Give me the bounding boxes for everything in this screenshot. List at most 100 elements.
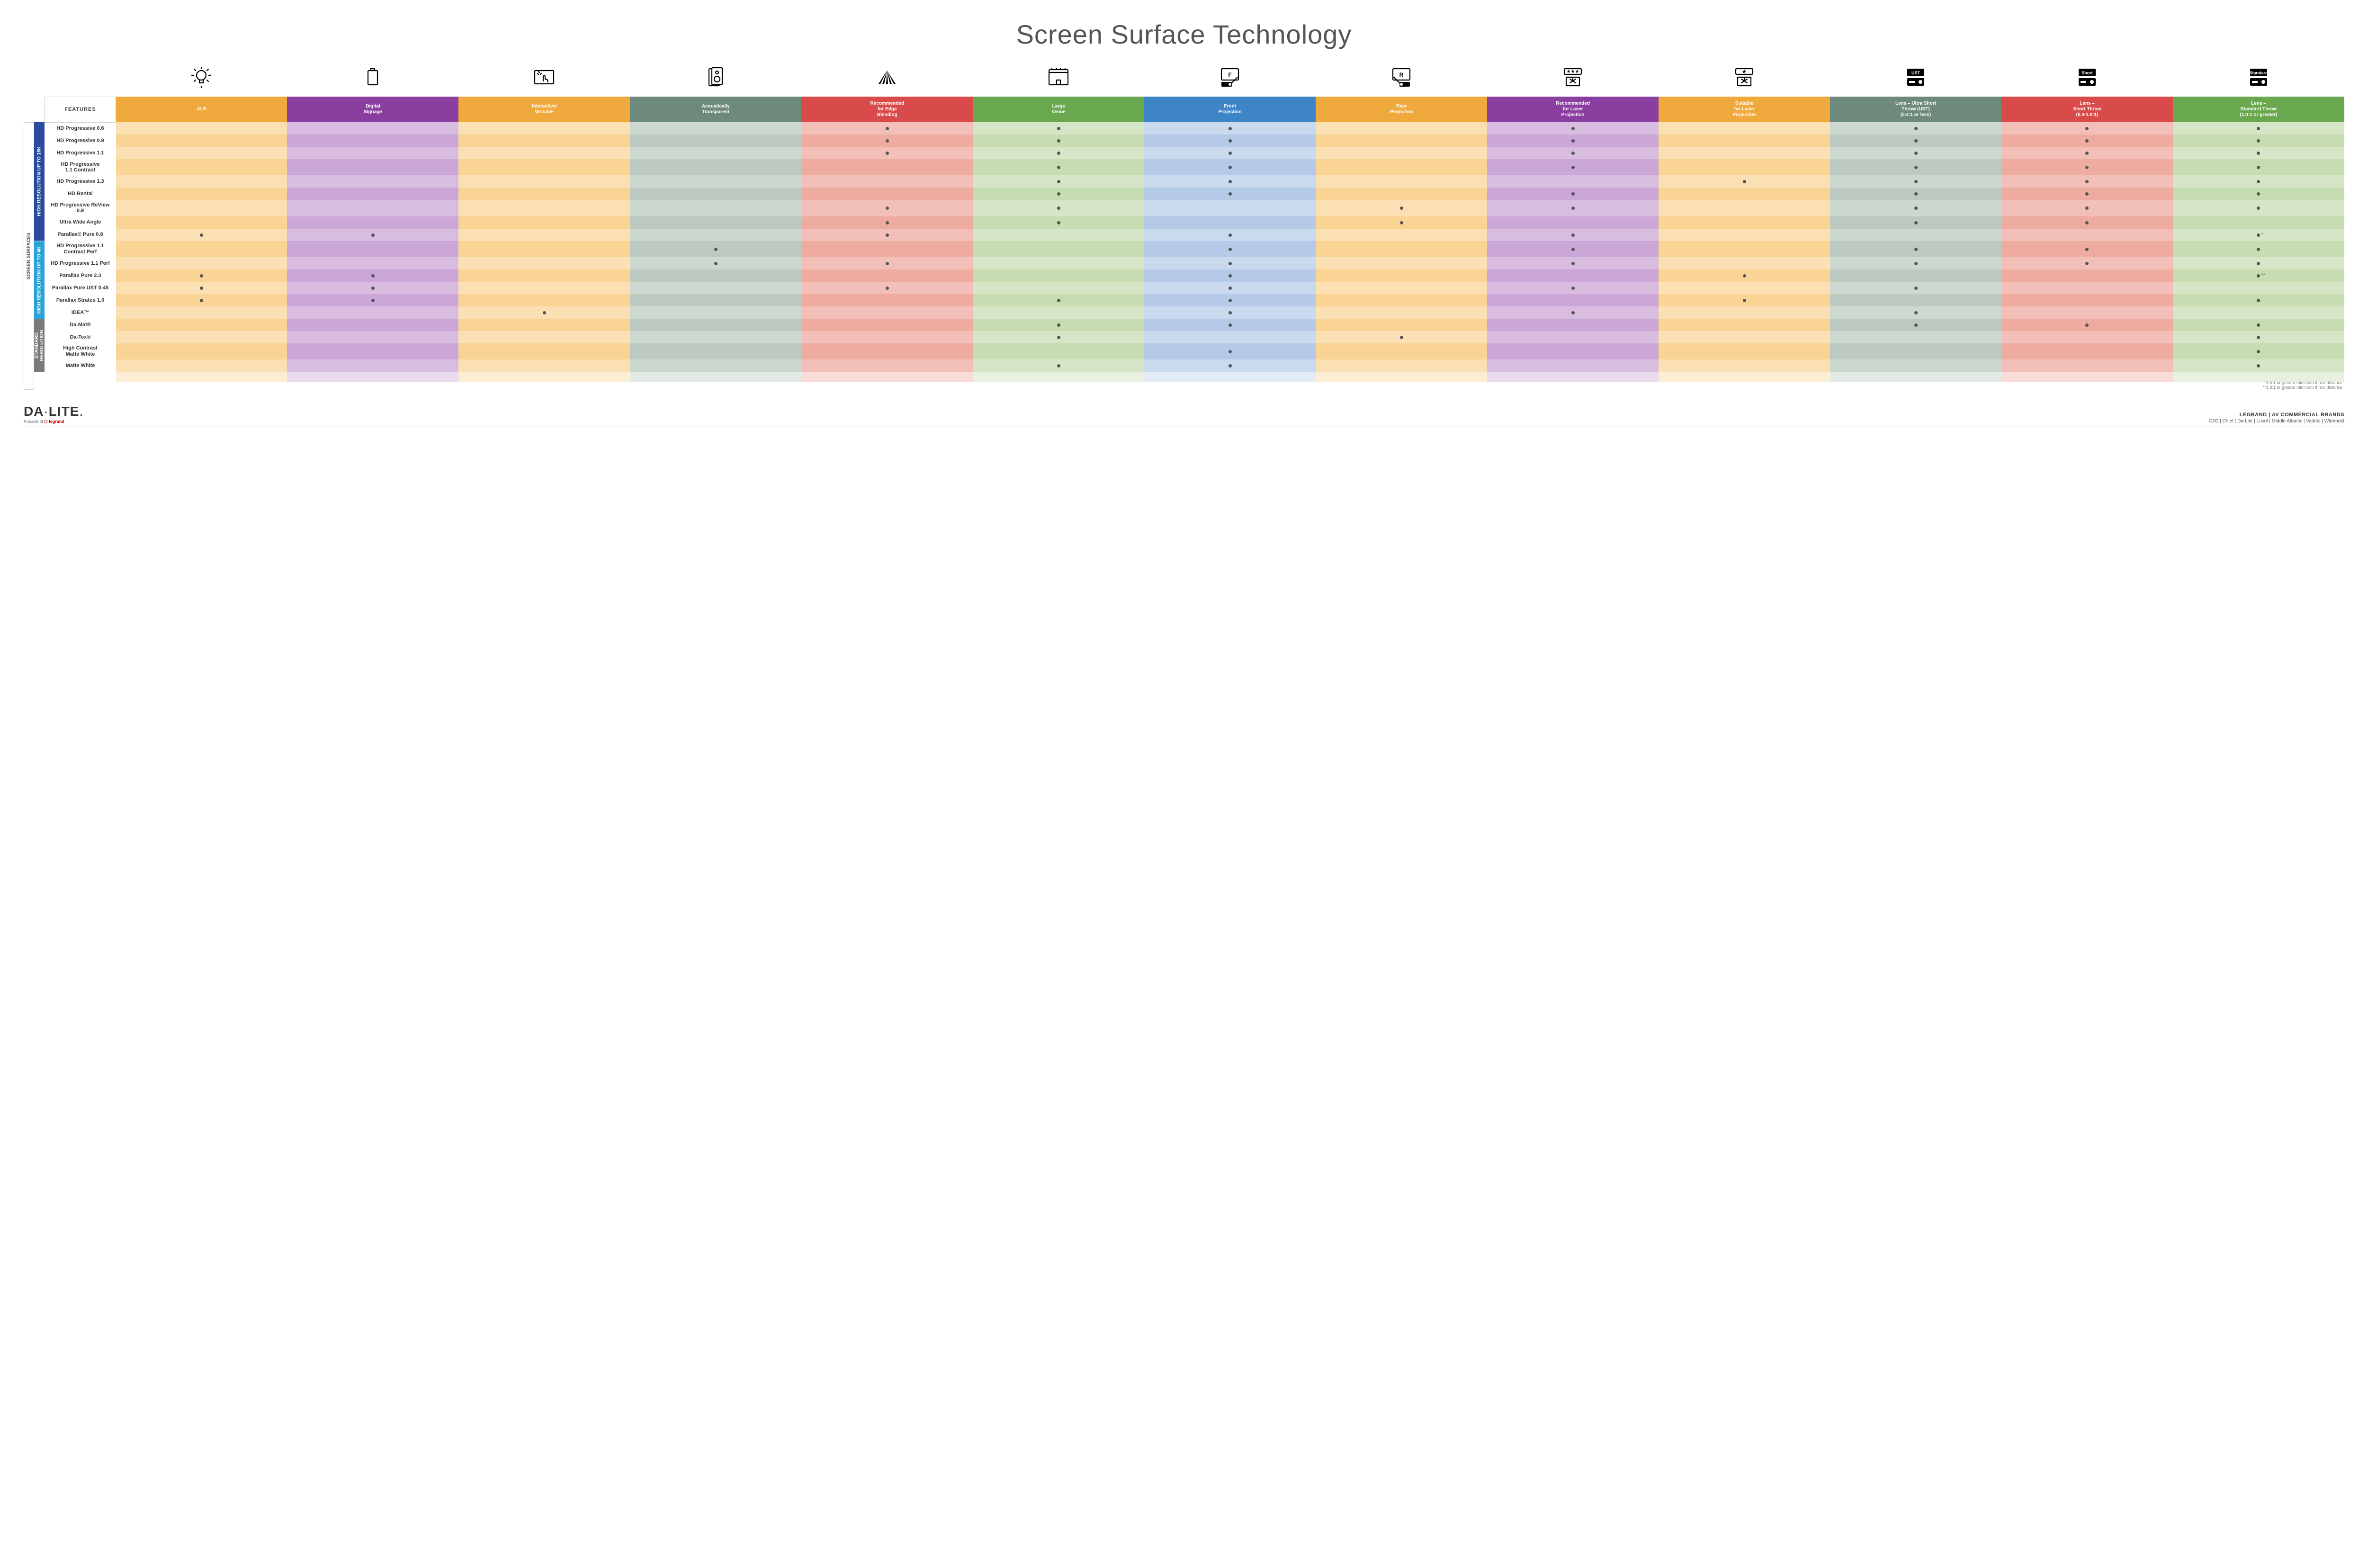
cell-11-acoustic <box>630 269 801 282</box>
cell-10-writable <box>458 257 630 269</box>
cell-17-ust <box>1830 343 2001 359</box>
touch-icon <box>458 64 630 97</box>
surface-matrix: FR★★★★USTShortStandardFEATURESALRDigital… <box>45 64 2344 382</box>
cell-7-front <box>1144 216 1316 229</box>
cell-5-venue <box>973 188 1144 200</box>
row-14: IDEA™ <box>45 306 2345 319</box>
rowhead-16: Da-Tex® <box>45 331 116 343</box>
cell-15-short <box>2001 319 2173 331</box>
cell-15-alr <box>116 319 287 331</box>
cell-5-ust <box>1830 188 2001 200</box>
cell-9-suitLaser <box>1659 241 1830 257</box>
cell-15-std <box>2173 319 2344 331</box>
col-acoustic: AcousticallyTransparent <box>630 97 801 122</box>
cell-17-acoustic <box>630 343 801 359</box>
cell-0-alr <box>116 122 287 134</box>
cell-7-signage <box>287 216 458 229</box>
cell-18-signage <box>287 359 458 372</box>
cell-17-edge <box>801 343 973 359</box>
row-3: HD Progressive1.1 Contrast <box>45 159 2345 175</box>
row-15: Da-Mat® <box>45 319 2345 331</box>
cell-5-recLaser <box>1487 188 1659 200</box>
cell-3-acoustic <box>630 159 801 175</box>
cell-14-edge <box>801 306 973 319</box>
cell-6-signage <box>287 200 458 216</box>
cell-12-std <box>2173 282 2344 294</box>
cell-14-rear <box>1316 306 1487 319</box>
cell-8-front <box>1144 229 1316 241</box>
cell-2-short <box>2001 147 2173 159</box>
cell-7-suitLaser <box>1659 216 1830 229</box>
cell-4-writable <box>458 175 630 188</box>
cell-2-rear <box>1316 147 1487 159</box>
cell-10-recLaser <box>1487 257 1659 269</box>
rowhead-9: HD Progressive 1.1Contrast Perf <box>45 241 116 257</box>
cell-17-recLaser <box>1487 343 1659 359</box>
cell-3-edge <box>801 159 973 175</box>
row-17: High ContrastMatte White <box>45 343 2345 359</box>
row-2: HD Progressive 1.1 <box>45 147 2345 159</box>
cell-14-ust <box>1830 306 2001 319</box>
cell-4-venue <box>973 175 1144 188</box>
col-std: Lens –Standard Throw(1.0:1 or greater) <box>2173 97 2344 122</box>
cell-13-edge <box>801 294 973 306</box>
svg-text:Standard: Standard <box>2249 71 2268 75</box>
cell-2-suitLaser <box>1659 147 1830 159</box>
cell-1-rear <box>1316 134 1487 147</box>
svg-text:★★★: ★★★ <box>1567 69 1579 74</box>
cell-14-front <box>1144 306 1316 319</box>
cell-2-alr <box>116 147 287 159</box>
side-label-screen-surfaces: SCREEN SURFACES <box>24 122 34 390</box>
cell-1-alr <box>116 134 287 147</box>
cell-5-signage <box>287 188 458 200</box>
cell-13-recLaser <box>1487 294 1659 306</box>
cell-10-std <box>2173 257 2344 269</box>
cell-12-short <box>2001 282 2173 294</box>
cell-1-short <box>2001 134 2173 147</box>
cell-4-recLaser <box>1487 175 1659 188</box>
cell-15-venue <box>973 319 1144 331</box>
cell-8-alr <box>116 229 287 241</box>
cell-3-rear <box>1316 159 1487 175</box>
row-7: Ultra Wide Angle <box>45 216 2345 229</box>
cell-11-ust <box>1830 269 2001 282</box>
cell-6-rear <box>1316 200 1487 216</box>
rowhead-14: IDEA™ <box>45 306 116 319</box>
laser-rec-icon: ★★★ <box>1487 64 1659 97</box>
proj-std-icon: Standard <box>2173 64 2344 97</box>
cell-1-recLaser <box>1487 134 1659 147</box>
cell-11-suitLaser <box>1659 269 1830 282</box>
cell-14-recLaser <box>1487 306 1659 319</box>
cell-9-writable <box>458 241 630 257</box>
col-signage: DigitalSignage <box>287 97 458 122</box>
svg-text:R: R <box>1399 72 1404 78</box>
cell-13-alr <box>116 294 287 306</box>
cell-6-acoustic <box>630 200 801 216</box>
cell-0-std <box>2173 122 2344 134</box>
cell-4-suitLaser <box>1659 175 1830 188</box>
brand-sub: A brand of ☐ legrand <box>24 419 83 424</box>
col-ust: Lens – Ultra ShortThrow (UST)(0.4:1 or l… <box>1830 97 2001 122</box>
cell-9-short <box>2001 241 2173 257</box>
cell-17-venue <box>973 343 1144 359</box>
cell-3-front <box>1144 159 1316 175</box>
cell-16-std <box>2173 331 2344 343</box>
cell-6-std <box>2173 200 2344 216</box>
cell-4-short <box>2001 175 2173 188</box>
cell-0-writable <box>458 122 630 134</box>
cell-16-short <box>2001 331 2173 343</box>
cell-16-recLaser <box>1487 331 1659 343</box>
row-12: Parallax Pure UST 0.45 <box>45 282 2345 294</box>
cell-16-front <box>1144 331 1316 343</box>
row-8: Parallax® Pure 0.8* <box>45 229 2345 241</box>
cell-5-front <box>1144 188 1316 200</box>
front-icon: F <box>1144 64 1316 97</box>
col-rear: RearProjection <box>1316 97 1487 122</box>
cell-9-std <box>2173 241 2344 257</box>
cell-18-suitLaser <box>1659 359 1830 372</box>
cell-14-suitLaser <box>1659 306 1830 319</box>
icon-row: FR★★★★USTShortStandard <box>45 64 2345 97</box>
cell-1-std <box>2173 134 2344 147</box>
proj-ust-icon: UST <box>1830 64 2001 97</box>
cell-8-recLaser <box>1487 229 1659 241</box>
